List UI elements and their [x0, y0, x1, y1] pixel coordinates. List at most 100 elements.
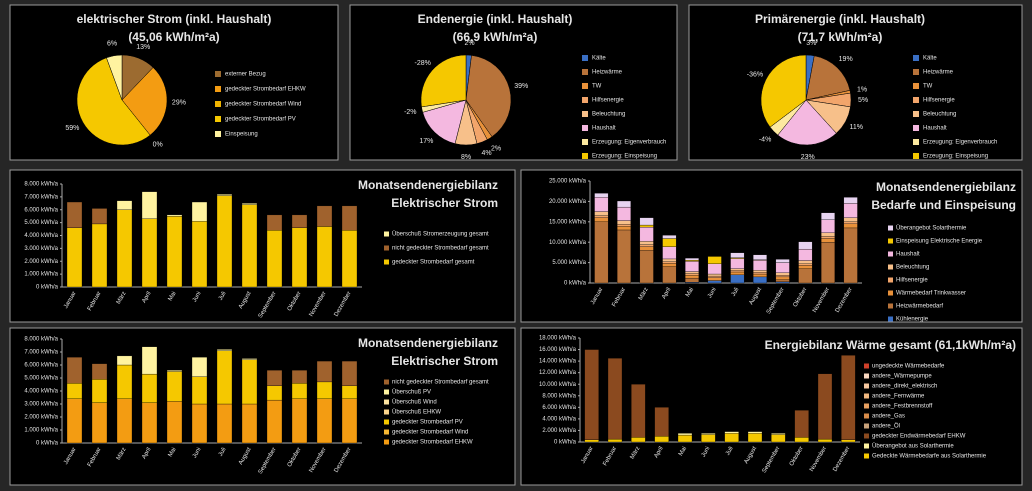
legend-swatch	[913, 55, 919, 61]
legend-swatch	[913, 111, 919, 117]
pie-slice	[106, 54, 123, 101]
bar-segment	[617, 220, 631, 225]
x-tick-label: Mai	[678, 446, 688, 457]
legend-label: Hilfsenergie	[923, 98, 955, 104]
legend-label: gedeckter Strombedarf EHKW	[392, 440, 473, 446]
legend-label: andere_Gas	[872, 414, 905, 420]
legend-swatch	[215, 71, 221, 77]
legend-label: gedeckter Strombedarf PV	[225, 117, 296, 123]
x-tick-label: April	[654, 446, 665, 459]
pie-slice	[760, 54, 807, 128]
bar-segment	[91, 223, 108, 288]
legend-label: gedeckter Strombedarf PV	[392, 420, 463, 426]
legend-label: Beleuchtung	[896, 265, 929, 271]
bar-segment	[607, 358, 623, 440]
bar-segment	[639, 224, 654, 228]
bar-segment	[617, 224, 631, 227]
legend-label: andere_direkt_elektrisch	[872, 384, 937, 390]
y-tick-label: 0 kWh/a	[36, 441, 59, 447]
bar-segment	[798, 241, 813, 250]
bar-segment	[724, 433, 739, 443]
bar-segment	[707, 263, 722, 275]
x-tick-label: Juli	[731, 287, 741, 298]
bar-segment	[724, 431, 739, 434]
bar-segment	[685, 257, 699, 261]
chart-subtitle: Elektrischer Strom	[391, 196, 498, 210]
data-label: 29%	[172, 99, 186, 106]
y-tick-label: 6.000 kWh/a	[24, 363, 58, 369]
bar-segment	[291, 398, 308, 444]
bar-segment	[91, 379, 108, 403]
panel	[9, 4, 339, 161]
bar-segment	[821, 242, 835, 284]
x-tick-label: Juli	[218, 447, 228, 458]
x-tick-label: März	[116, 291, 128, 306]
y-tick-label: 3.000 kWh/a	[24, 402, 58, 408]
bar-segment	[639, 244, 654, 247]
legend-label: gedeckter Strombedarf Wind	[225, 102, 301, 108]
legend-label: gedeckter Strombedarf gesamt	[392, 260, 475, 266]
pie-slice	[420, 54, 467, 108]
bar-segment	[216, 350, 233, 405]
bar-segment	[266, 370, 283, 386]
bar-segment	[841, 439, 856, 443]
bar-segment	[594, 197, 609, 212]
chart-title: Primärenergie (inkl. Haushalt)	[755, 12, 925, 26]
legend-swatch	[913, 97, 919, 103]
bar-segment	[775, 281, 790, 284]
bar-segment	[141, 218, 158, 288]
legend-label: Kälte	[592, 56, 606, 62]
legend-label: Erzeugung: Eigenverbrauch	[923, 140, 997, 146]
legend-label: Überschuß Wind	[392, 399, 437, 406]
bar-segment	[241, 358, 258, 360]
pie-slice	[805, 55, 851, 101]
legend-label: andere_Festbrennstoff	[872, 404, 933, 410]
legend-swatch	[888, 225, 893, 231]
legend-label: Erzeugung: Eigenverbrauch	[592, 140, 666, 146]
bar-segment	[771, 434, 786, 443]
bar-segment	[116, 398, 133, 444]
bar-segment	[241, 359, 258, 405]
legend-swatch	[864, 363, 869, 369]
bar-segment	[631, 384, 646, 438]
data-label: 59%	[65, 125, 79, 132]
y-tick-label: 2.000 kWh/a	[542, 428, 576, 434]
bar-segment	[584, 349, 599, 440]
bar-segment	[817, 373, 833, 440]
x-tick-label: März	[116, 447, 128, 462]
bar-segment	[677, 433, 693, 436]
chart-title: Monatsendenergiebilanz	[358, 336, 498, 350]
bar-segment	[241, 403, 258, 444]
bar-segment	[216, 194, 233, 196]
y-tick-label: 14.000 kWh/a	[539, 359, 577, 365]
bar-segment	[316, 226, 333, 288]
data-label: 4%	[482, 150, 492, 157]
bar-segment	[216, 195, 233, 288]
bar-segment	[654, 436, 669, 443]
bar-segment	[266, 385, 283, 401]
legend-swatch	[864, 393, 869, 399]
bar-segment	[707, 275, 722, 278]
y-tick-label: 12.000 kWh/a	[539, 370, 577, 376]
bar-segment	[798, 248, 813, 261]
y-tick-label: 6.000 kWh/a	[24, 207, 58, 213]
bar-segment	[66, 357, 83, 384]
data-label: 3%	[806, 40, 816, 47]
legend-label: Heizwärmebedarf	[896, 304, 943, 310]
legend-label: Haushalt	[896, 252, 920, 258]
legend-swatch	[864, 453, 869, 459]
bar-segment	[91, 363, 108, 380]
legend-swatch	[384, 389, 389, 395]
x-tick-label: März	[638, 287, 650, 302]
legend-label: Haushalt	[923, 126, 947, 132]
legend-label: TW	[592, 84, 602, 90]
bar-segment	[341, 398, 358, 444]
legend-swatch	[888, 277, 893, 283]
chart-subtitle: Bedarfe und Einspeisung	[871, 198, 1016, 212]
bar-segment	[241, 203, 258, 205]
legend-label: Beleuchtung	[923, 112, 956, 118]
chart-subtitle: Elektrischer Strom	[391, 354, 498, 368]
panel	[9, 327, 516, 486]
legend-label: gedeckter Strombedarf Wind	[392, 430, 468, 436]
chart-title: Monatsendenergiebilanz	[358, 178, 498, 192]
